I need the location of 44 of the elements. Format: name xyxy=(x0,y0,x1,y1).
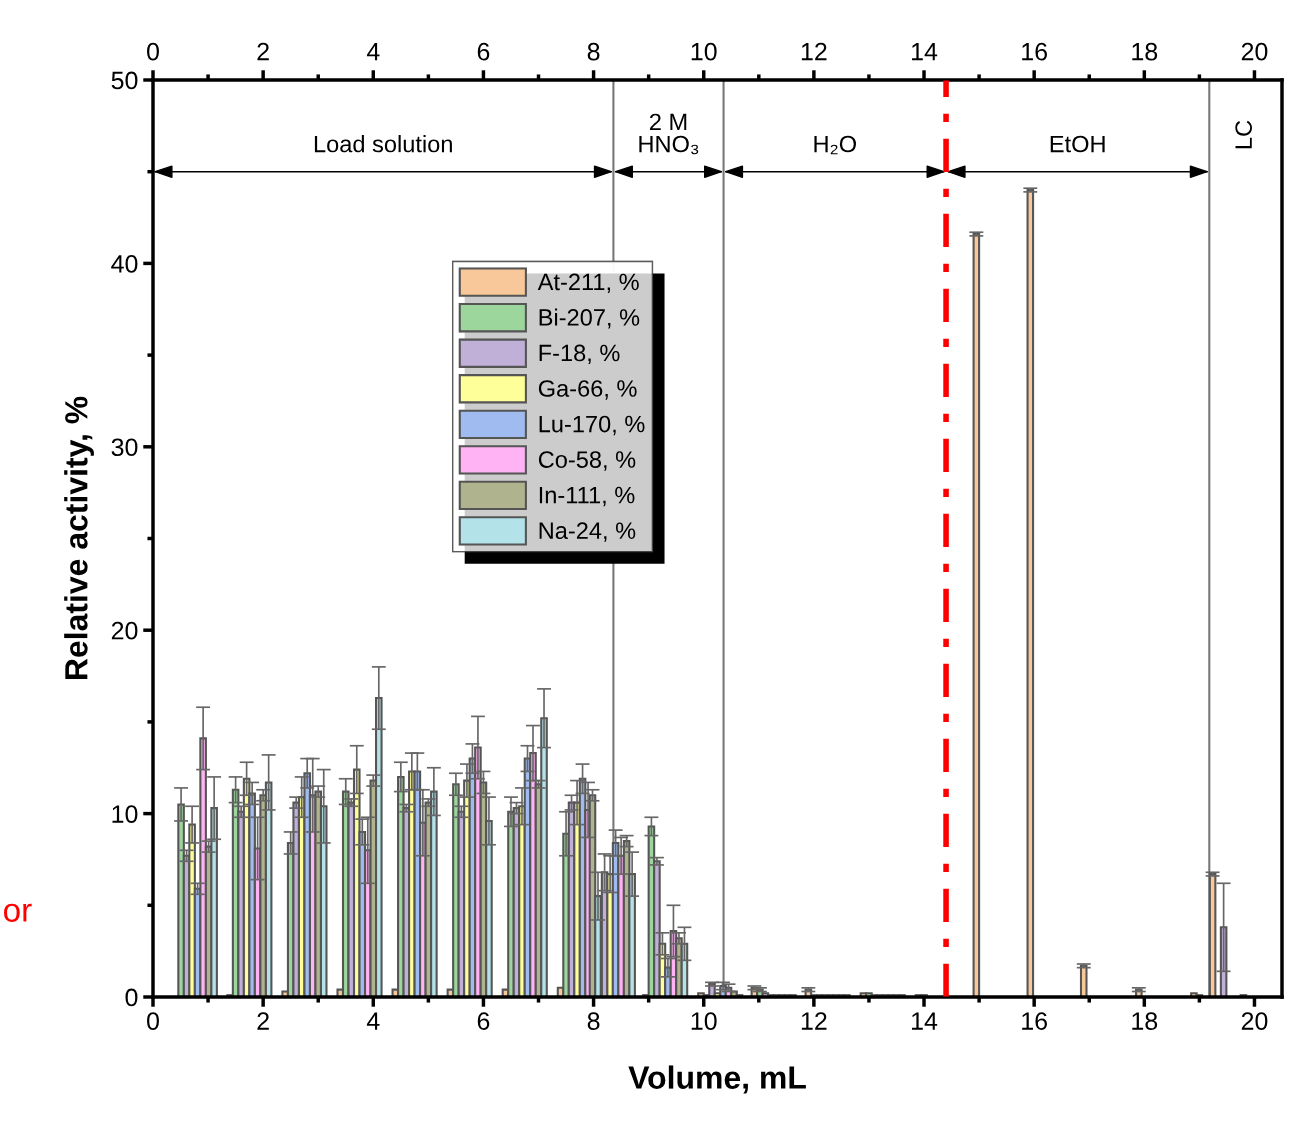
legend-label: F-18, % xyxy=(539,344,620,365)
x-tick-label: 20 xyxy=(1241,1012,1268,1030)
legend-label: In-111, % xyxy=(539,486,635,507)
x-tick-label: 18 xyxy=(1132,1012,1158,1030)
x-tick-label: 6 xyxy=(477,1012,490,1030)
x-tick-label: 8 xyxy=(587,1012,600,1030)
x-tick-label: 16 xyxy=(1022,1012,1047,1030)
x2-tick-label: 8 xyxy=(587,42,600,61)
x2-tick-label: 20 xyxy=(1241,42,1268,61)
x-tick-label: 10 xyxy=(691,1012,717,1030)
x-tick-label: 0 xyxy=(147,1012,159,1030)
x2-tick-label: 2 xyxy=(257,42,269,61)
y-tick-label: 50 xyxy=(111,71,138,90)
annotation: Load solution xyxy=(314,135,452,153)
legend-label: Lu-170, % xyxy=(539,415,645,436)
y-tick-label: 40 xyxy=(111,255,138,273)
x-tick-label: 14 xyxy=(912,1012,938,1030)
annotation: 2 M HNO₃ xyxy=(639,113,699,155)
annotation: LC xyxy=(1235,120,1252,149)
x-tick-label: 12 xyxy=(801,1012,827,1030)
legend-label: Bi-207, % xyxy=(539,308,640,329)
annotation: H₂O xyxy=(814,135,856,155)
x2-tick-label: 4 xyxy=(366,43,380,61)
legend-label: Ga-66, % xyxy=(538,380,637,400)
annotation: EtOH xyxy=(1050,135,1105,153)
y-tick-label: 10 xyxy=(112,805,138,823)
x-axis-title: Volume, mL xyxy=(628,1065,806,1094)
x2-tick-label: 18 xyxy=(1132,42,1158,61)
x2-tick-label: 10 xyxy=(691,42,717,61)
legend-label: Co-58, % xyxy=(538,451,636,471)
x2-tick-label: 12 xyxy=(801,42,827,61)
y-tick-label: 20 xyxy=(111,621,138,640)
x2-tick-label: 16 xyxy=(1022,42,1047,61)
legend-label: At-211, % xyxy=(537,273,639,294)
y-axis-title: Relative activity, % xyxy=(64,396,94,679)
x2-tick-label: 14 xyxy=(912,43,938,61)
x-tick-label: 2 xyxy=(257,1012,269,1030)
x2-tick-label: 6 xyxy=(477,42,490,61)
y-tick-label: 30 xyxy=(111,438,138,457)
y-tick-label: 0 xyxy=(125,988,138,1007)
x2-tick-label: 0 xyxy=(147,42,159,61)
x-tick-label: 4 xyxy=(366,1012,380,1030)
text: or xyxy=(3,903,32,922)
legend-label: Na-24, % xyxy=(539,522,636,542)
